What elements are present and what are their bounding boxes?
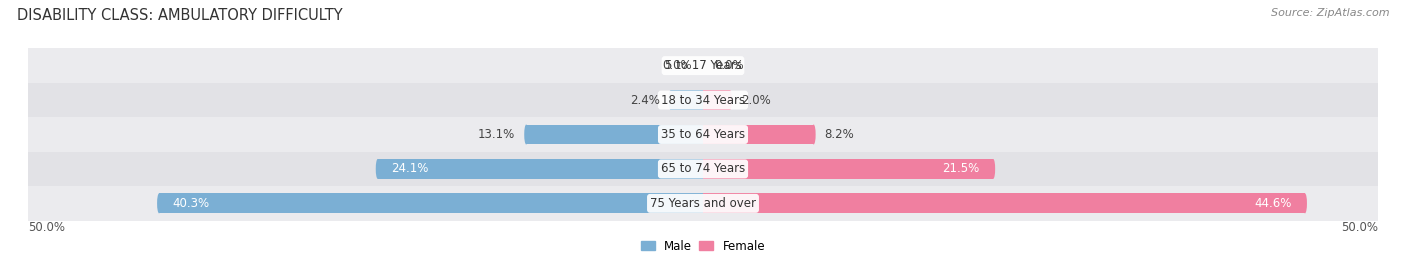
Text: 2.0%: 2.0%	[741, 94, 770, 107]
Bar	[703, 90, 730, 110]
Bar	[28, 186, 1378, 221]
Bar	[703, 159, 993, 179]
Ellipse shape	[669, 90, 672, 110]
Ellipse shape	[811, 125, 815, 144]
Text: 13.1%: 13.1%	[478, 128, 516, 141]
Bar	[28, 48, 1378, 83]
Text: 75 Years and over: 75 Years and over	[650, 197, 756, 210]
Bar	[671, 90, 703, 110]
Text: 0.0%: 0.0%	[714, 59, 744, 72]
Ellipse shape	[524, 125, 529, 144]
Bar	[703, 193, 1305, 213]
Ellipse shape	[991, 159, 995, 179]
Text: 50.0%: 50.0%	[28, 221, 65, 233]
Text: 24.1%: 24.1%	[391, 162, 429, 175]
Text: 2.4%: 2.4%	[630, 94, 659, 107]
Text: 8.2%: 8.2%	[824, 128, 855, 141]
Text: 40.3%: 40.3%	[173, 197, 209, 210]
Text: 44.6%: 44.6%	[1254, 197, 1292, 210]
Ellipse shape	[1303, 193, 1308, 213]
Bar	[378, 159, 703, 179]
Text: 0.0%: 0.0%	[662, 59, 692, 72]
Bar	[159, 193, 703, 213]
Text: 35 to 64 Years: 35 to 64 Years	[661, 128, 745, 141]
Bar	[526, 125, 703, 144]
Text: 18 to 34 Years: 18 to 34 Years	[661, 94, 745, 107]
Ellipse shape	[728, 90, 733, 110]
Text: 65 to 74 Years: 65 to 74 Years	[661, 162, 745, 175]
Bar	[28, 152, 1378, 186]
Text: Source: ZipAtlas.com: Source: ZipAtlas.com	[1271, 8, 1389, 18]
Text: 5 to 17 Years: 5 to 17 Years	[665, 59, 741, 72]
Ellipse shape	[375, 159, 380, 179]
Text: DISABILITY CLASS: AMBULATORY DIFFICULTY: DISABILITY CLASS: AMBULATORY DIFFICULTY	[17, 8, 343, 23]
Text: 21.5%: 21.5%	[942, 162, 980, 175]
Ellipse shape	[157, 193, 162, 213]
Bar	[703, 125, 814, 144]
Text: 50.0%: 50.0%	[1341, 221, 1378, 233]
Bar	[28, 83, 1378, 117]
Bar	[28, 117, 1378, 152]
Legend: Male, Female: Male, Female	[641, 240, 765, 253]
